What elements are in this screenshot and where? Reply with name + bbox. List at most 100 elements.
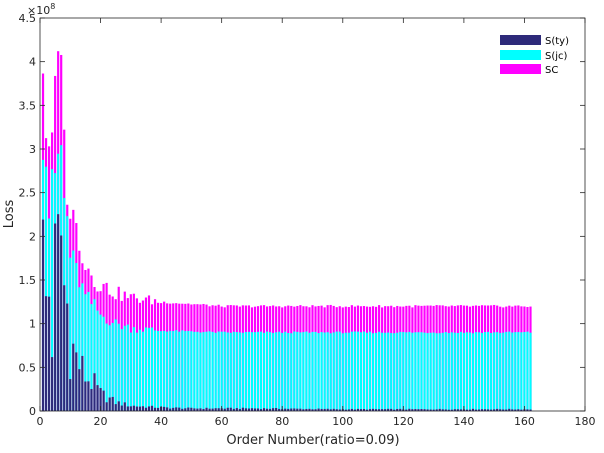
bar-s-jc-13	[78, 287, 81, 411]
bar-s-ty-68	[244, 408, 247, 411]
bar-s-jc-77	[272, 332, 275, 411]
bar-s-jc-141	[465, 332, 469, 411]
bar-s-ty-152	[499, 409, 502, 411]
bar-s-ty-64	[232, 408, 235, 411]
bar-s-jc-121	[405, 332, 408, 411]
bar-s-ty-19	[96, 385, 99, 411]
bar-s-jc-60	[220, 331, 223, 411]
bar-s-ty-65	[235, 408, 238, 411]
bar-s-jc-156	[511, 332, 514, 411]
legend-swatch-s-ty	[500, 35, 541, 45]
bar-s-ty-131	[435, 409, 438, 411]
bar-s-jc-82	[287, 332, 290, 411]
bar-s-jc-10	[69, 257, 72, 411]
bar-s-ty-116	[390, 408, 393, 411]
bar-s-ty-63	[229, 407, 232, 411]
bar-s-ty-29	[126, 406, 129, 411]
bar-s-jc-96	[329, 333, 332, 411]
bar-s-jc-56	[208, 331, 211, 411]
bar-s-jc-157	[514, 332, 517, 411]
y-tick-label: 1.5	[19, 274, 37, 287]
bar-s-ty-129	[429, 409, 432, 411]
bar-s-jc-116	[390, 333, 393, 411]
bar-s-jc-87	[302, 332, 305, 411]
bar-s-jc-40	[160, 331, 163, 411]
bar-s-jc-19	[96, 310, 99, 411]
bar-s-ty-27	[120, 405, 123, 411]
legend-swatch-sc	[500, 64, 541, 74]
bar-s-ty-111	[374, 409, 378, 411]
bar-s-ty-88	[305, 408, 308, 411]
legend-label-s-ty: S(ty)	[545, 36, 569, 47]
bar-s-jc-54	[202, 332, 205, 411]
bar-s-ty-122	[408, 408, 411, 411]
bar-s-jc-71	[253, 332, 257, 411]
bar-s-jc-12	[75, 263, 78, 411]
bar-s-jc-63	[229, 332, 232, 411]
bar-s-ty-157	[514, 409, 517, 411]
bar-s-jc-100	[341, 333, 344, 411]
bar-s-jc-132	[438, 333, 441, 411]
bar-s-ty-54	[202, 408, 205, 411]
bar-s-jc-11	[72, 250, 75, 411]
bar-s-ty-28	[123, 402, 126, 411]
bar-s-jc-74	[262, 332, 266, 411]
bar-s-ty-70	[250, 408, 254, 411]
bar-s-jc-118	[396, 332, 399, 411]
bar-s-ty-48	[184, 408, 187, 411]
bar-s-ty-128	[426, 409, 429, 411]
bar-s-jc-146	[480, 332, 484, 411]
bar-s-ty-72	[256, 408, 260, 411]
x-tick-label: 160	[514, 415, 535, 428]
bar-s-ty-91	[314, 409, 317, 411]
bar-s-ty-141	[465, 409, 469, 411]
bar-s-jc-143	[471, 333, 475, 411]
bar-s-jc-111	[374, 332, 378, 411]
bar-s-jc-45	[175, 330, 178, 411]
bar-s-jc-41	[163, 330, 166, 411]
bar-s-jc-94	[323, 332, 326, 411]
bar-s-jc-36	[147, 327, 151, 411]
bar-s-ty-154	[505, 409, 508, 411]
bar-s-ty-113	[381, 409, 384, 411]
bar-s-ty-86	[299, 408, 302, 411]
bar-s-jc-67	[241, 332, 244, 411]
bar-s-jc-57	[211, 331, 214, 411]
bar-s-jc-134	[444, 332, 447, 411]
bar-s-ty-43	[169, 408, 172, 411]
bar-s-ty-53	[199, 408, 202, 411]
bar-s-jc-140	[462, 332, 465, 411]
bar-s-jc-104	[353, 331, 356, 411]
bar-s-ty-79	[278, 408, 281, 411]
bar-s-jc-138	[456, 332, 459, 411]
bar-s-jc-85	[296, 331, 299, 411]
bar-s-jc-153	[502, 332, 505, 411]
bar-s-ty-162	[529, 409, 532, 411]
bar-s-ty-58	[214, 408, 217, 411]
bar-s-ty-145	[477, 409, 481, 411]
bar-s-ty-23	[108, 397, 111, 411]
bar-s-ty-159	[520, 409, 523, 411]
bar-s-ty-44	[172, 407, 175, 411]
bar-s-jc-28	[123, 325, 126, 411]
bar-s-jc-137	[453, 332, 456, 411]
bar-s-jc-24	[111, 322, 114, 411]
bar-s-jc-128	[426, 333, 429, 411]
bar-s-jc-76	[269, 332, 272, 411]
bar-s-ty-25	[114, 404, 117, 411]
bar-s-ty-75	[265, 408, 269, 411]
bar-s-ty-39	[156, 407, 160, 411]
bar-s-jc-81	[284, 331, 287, 411]
bar-s-ty-108	[365, 409, 369, 411]
bar-s-ty-138	[456, 409, 459, 411]
bar-s-ty-56	[208, 408, 211, 411]
bar-s-jc-142	[468, 332, 472, 411]
bar-s-ty-22	[105, 402, 108, 411]
bar-s-ty-155	[508, 408, 511, 411]
bar-s-ty-24	[111, 396, 114, 411]
bar-s-jc-112	[378, 331, 381, 411]
bar-s-ty-97	[332, 408, 335, 411]
bar-s-jc-25	[114, 319, 117, 411]
bar-s-ty-30	[129, 406, 132, 411]
